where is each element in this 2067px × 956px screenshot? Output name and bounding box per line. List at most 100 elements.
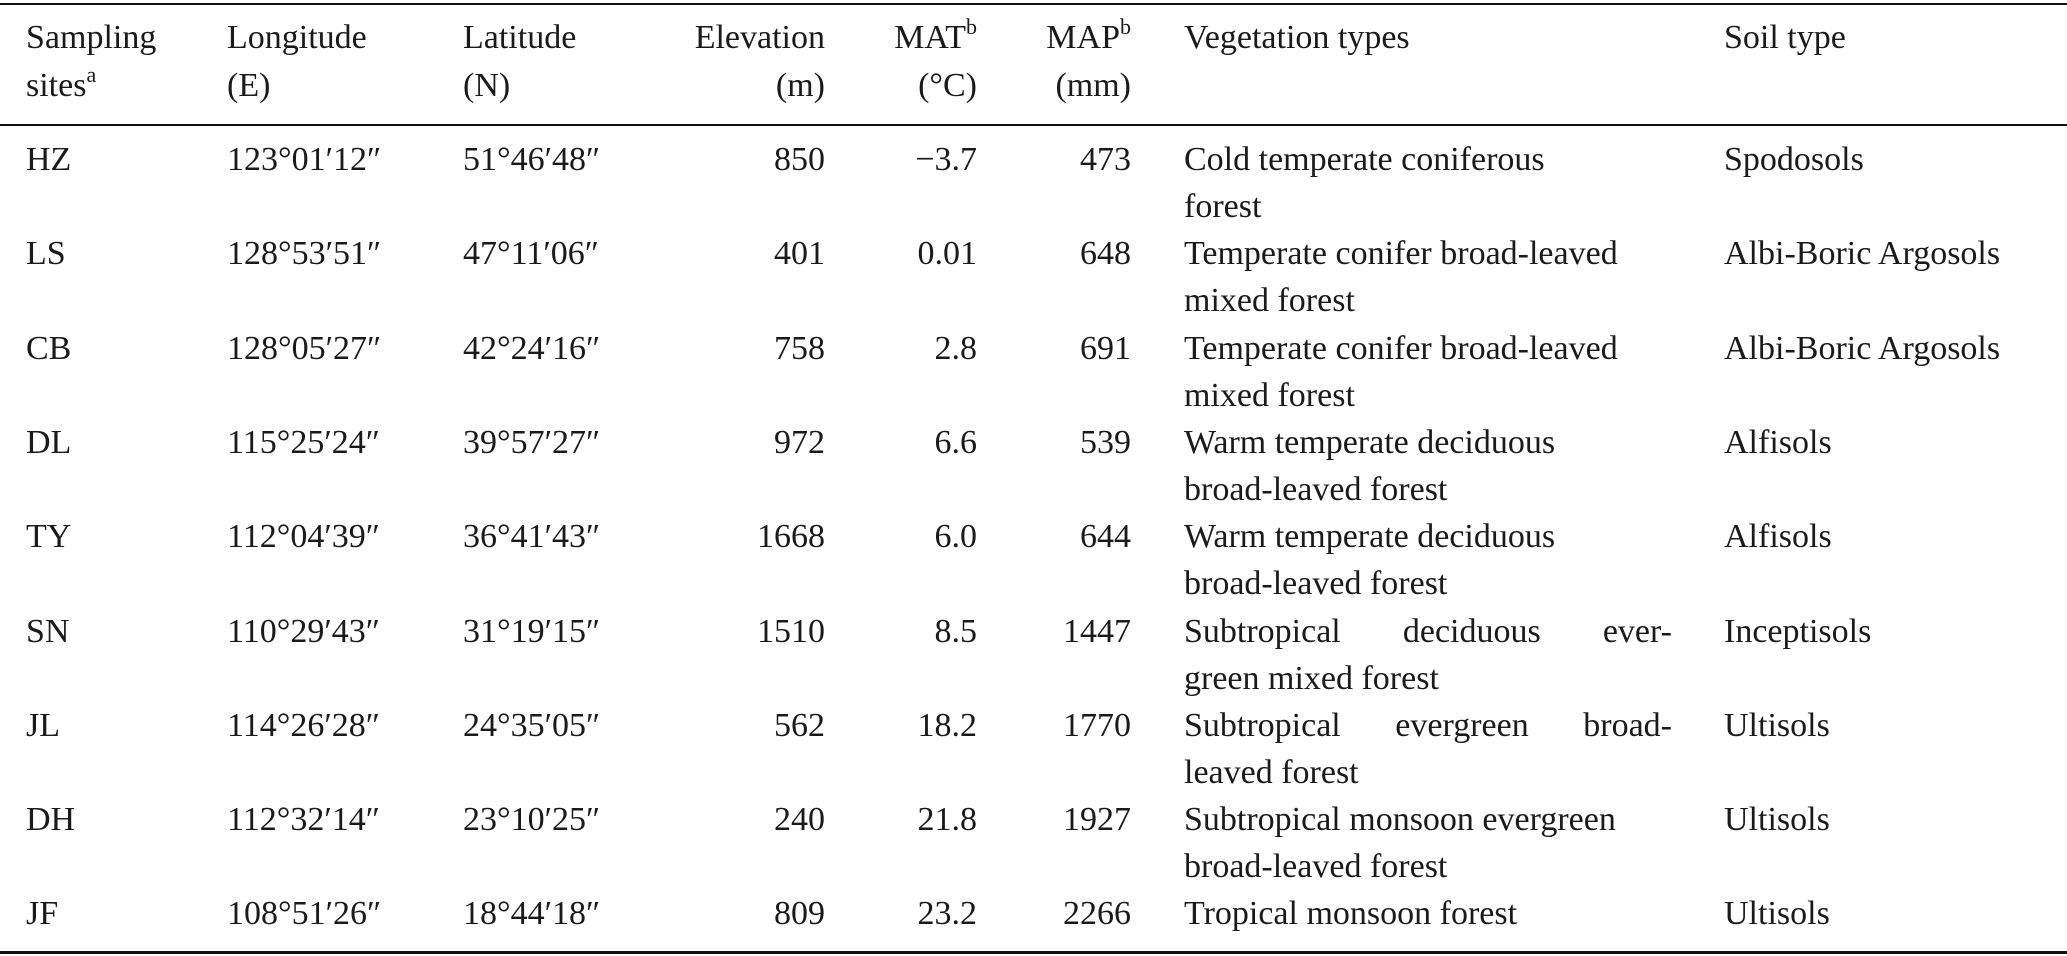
table-cell: 112°04′39″ bbox=[227, 518, 380, 556]
table-cell: 1927 bbox=[1063, 801, 1131, 839]
footnote-mark: b bbox=[1120, 14, 1131, 39]
vegetation-line: Subtropical monsoon evergreen bbox=[1184, 801, 1616, 839]
table-cell: 128°05′27″ bbox=[227, 329, 382, 367]
vegetation-line: broad-leaved forest bbox=[1184, 470, 1448, 508]
header-rule bbox=[0, 124, 2067, 126]
vegetation-line: broad-leaved forest bbox=[1184, 848, 1448, 886]
vegetation-line: Subtropical evergreen broad- bbox=[1184, 706, 1672, 744]
vegetation-line: Tropical monsoon forest bbox=[1184, 895, 1518, 933]
header-text: Vegetation types bbox=[1184, 19, 1410, 56]
table-cell: 112°32′14″ bbox=[227, 801, 380, 839]
table-cell: 0.01 bbox=[917, 235, 978, 273]
header-cell: Latitude bbox=[463, 18, 576, 58]
table-cell: 128°53′51″ bbox=[227, 235, 382, 273]
footnote-mark: a bbox=[86, 62, 97, 87]
table-cell: 473 bbox=[1080, 141, 1131, 178]
table-cell: 2266 bbox=[1063, 895, 1131, 933]
table-cell: 115°25′24″ bbox=[227, 423, 380, 461]
header-text: (N) bbox=[463, 67, 511, 104]
table-cell: 1770 bbox=[1063, 706, 1131, 744]
header-cell: Vegetation types bbox=[1184, 18, 1410, 58]
header-cell: (°C) bbox=[918, 66, 977, 106]
header-cell: Longitude bbox=[227, 18, 367, 58]
header-text: Latitude bbox=[463, 19, 577, 56]
table-cell: 42°24′16″ bbox=[463, 329, 601, 367]
header-text: Sampling bbox=[26, 19, 157, 56]
header-text: (°C) bbox=[918, 67, 977, 104]
header-text: Elevation bbox=[694, 19, 825, 56]
table-cell: 539 bbox=[1080, 423, 1131, 461]
table-cell: 401 bbox=[774, 235, 825, 273]
table-cell: 2.8 bbox=[934, 329, 978, 367]
vegetation-line: broad-leaved forest bbox=[1184, 565, 1448, 603]
table-cell: 114°26′28″ bbox=[227, 706, 380, 744]
table-cell: LS bbox=[26, 235, 66, 273]
header-text: sites bbox=[26, 67, 87, 104]
table-cell: Alfisols bbox=[1724, 518, 1832, 556]
header-cell: (m) bbox=[776, 66, 825, 106]
header-text: (m) bbox=[775, 67, 825, 104]
table-cell: 21.8 bbox=[917, 801, 978, 839]
table-cell: 758 bbox=[774, 329, 825, 367]
header-cell: Sampling bbox=[26, 18, 156, 58]
header-cell: Soil type bbox=[1724, 18, 1846, 58]
table-cell: 850 bbox=[774, 141, 825, 178]
table-cell: 39°57′27″ bbox=[463, 423, 601, 461]
table-cell: 23°10′25″ bbox=[463, 801, 601, 839]
table-cell: 36°41′43″ bbox=[463, 518, 601, 556]
table-cell: 31°19′15″ bbox=[463, 612, 601, 650]
table-cell: 24°35′05″ bbox=[463, 706, 601, 744]
table-cell: 1447 bbox=[1063, 612, 1131, 650]
vegetation-line: leaved forest bbox=[1184, 753, 1359, 791]
vegetation-line: forest bbox=[1184, 188, 1262, 225]
vegetation-line: Temperate conifer broad-leaved bbox=[1184, 235, 1618, 273]
footnote-mark: b bbox=[966, 14, 977, 39]
header-text: (mm) bbox=[1055, 67, 1131, 104]
table-cell: DH bbox=[26, 801, 76, 839]
table-cell: 110°29′43″ bbox=[227, 612, 380, 650]
table-cell: HZ bbox=[26, 141, 72, 178]
table-cell: −3.7 bbox=[915, 141, 977, 178]
vegetation-line: Subtropical deciduous ever- bbox=[1184, 612, 1672, 650]
header-cell: Elevation bbox=[695, 18, 825, 58]
table-cell: 47°11′06″ bbox=[463, 235, 599, 273]
table-cell: CB bbox=[26, 329, 72, 367]
table-cell: JL bbox=[26, 706, 60, 744]
table-cell: 6.0 bbox=[934, 518, 978, 556]
table-cell: 18.2 bbox=[917, 706, 978, 744]
header-text: (E) bbox=[227, 67, 271, 104]
header-cell: MAPb bbox=[1046, 16, 1131, 58]
table-cell: Alfisols bbox=[1724, 423, 1832, 461]
header-cell: MATb bbox=[894, 16, 977, 58]
table-cell: 108°51′26″ bbox=[227, 895, 382, 933]
table-cell: SN bbox=[26, 612, 70, 650]
header-cell: (N) bbox=[463, 66, 510, 106]
vegetation-line: mixed forest bbox=[1184, 376, 1355, 414]
table-cell: Ultisols bbox=[1724, 895, 1830, 933]
table-cell: 240 bbox=[774, 801, 825, 839]
header-text: MAP bbox=[1046, 19, 1120, 56]
vegetation-line: green mixed forest bbox=[1184, 659, 1439, 697]
header-text: Soil type bbox=[1724, 19, 1846, 56]
table-cell: Ultisols bbox=[1724, 801, 1830, 839]
vegetation-line: Temperate conifer broad-leaved bbox=[1184, 329, 1618, 367]
table-cell: 648 bbox=[1080, 235, 1131, 273]
vegetation-line: Warm temperate deciduous bbox=[1184, 518, 1556, 556]
table-cell: 562 bbox=[774, 706, 825, 744]
table-cell: 972 bbox=[774, 423, 825, 461]
table-cell: Albi-Boric Argosols bbox=[1724, 235, 2001, 273]
table-cell: Ultisols bbox=[1724, 706, 1830, 744]
top-rule bbox=[0, 3, 2067, 5]
header-cell: (mm) bbox=[1055, 66, 1131, 106]
table-cell: Inceptisols bbox=[1724, 612, 1872, 650]
table-cell: 1668 bbox=[757, 518, 825, 556]
table-cell: 18°44′18″ bbox=[463, 895, 601, 933]
vegetation-line: Warm temperate deciduous bbox=[1184, 423, 1556, 461]
table-cell: 23.2 bbox=[917, 895, 978, 933]
table-cell: Spodosols bbox=[1724, 141, 1864, 178]
vegetation-line: mixed forest bbox=[1184, 282, 1355, 320]
table-cell: 123°01′12″ bbox=[227, 141, 382, 178]
table-cell: 644 bbox=[1080, 518, 1131, 556]
table-cell: 691 bbox=[1080, 329, 1131, 367]
